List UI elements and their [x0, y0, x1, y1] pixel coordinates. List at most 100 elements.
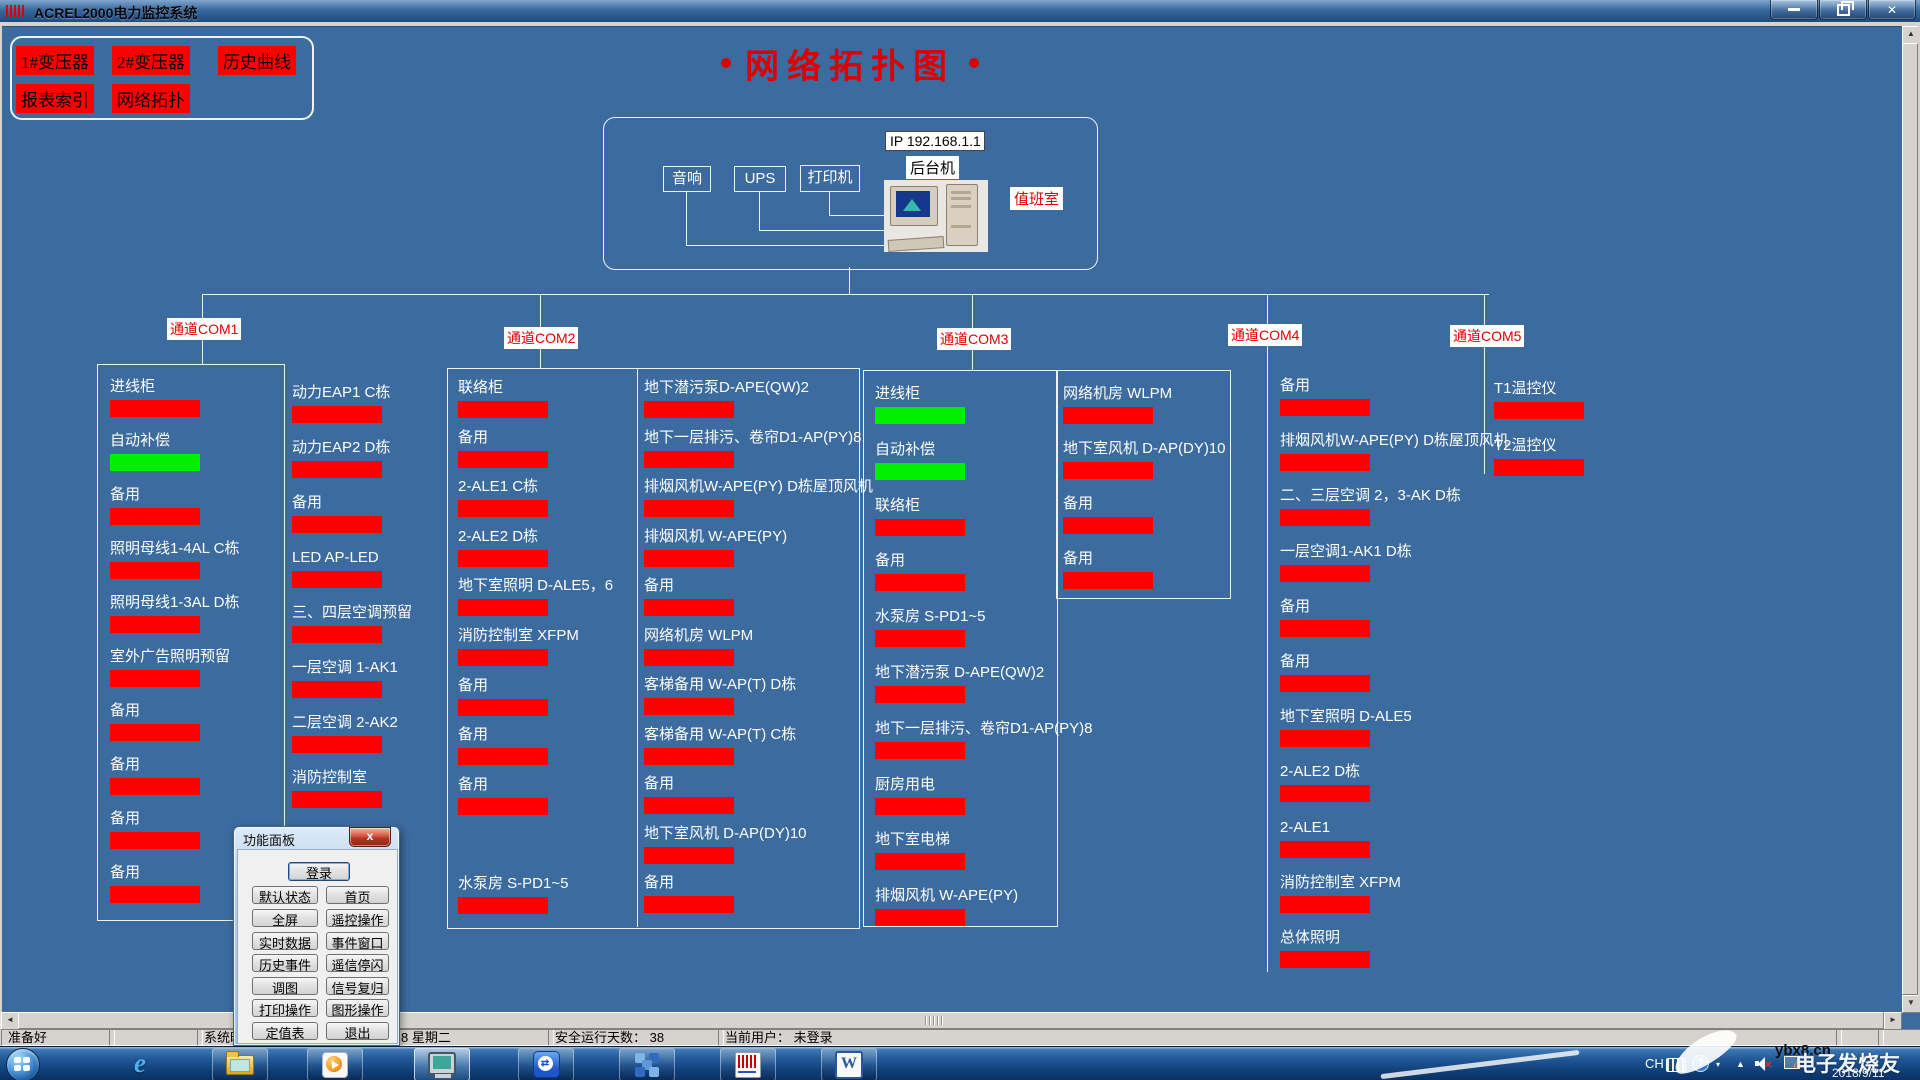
device-item: 备用	[110, 486, 370, 525]
taskbar-squares-app-button[interactable]	[619, 1048, 675, 1080]
device-label: 备用	[458, 677, 489, 694]
status-indicator-green	[875, 463, 965, 480]
scroll-left-button[interactable]: ◄	[1, 1012, 19, 1030]
page-title: 网络拓扑图	[690, 40, 1010, 86]
tower-icon	[946, 184, 978, 246]
device-label: 三、四层空调预留	[292, 604, 413, 621]
vertical-scroll-thumb[interactable]	[1902, 43, 1918, 995]
status-indicator-red	[292, 406, 382, 423]
nav-history-curve-button[interactable]: 历史曲线	[218, 46, 296, 75]
device-item: 地下室风机 D-AP(DY)10	[1063, 440, 1323, 479]
minimize-icon	[1788, 8, 1800, 11]
login-button[interactable]: 登录	[288, 862, 350, 881]
status-indicator-red	[458, 649, 548, 666]
device-label: 备用	[110, 810, 141, 827]
input-language-indicator[interactable]: CH	[1645, 1056, 1664, 1071]
status-indicator-red	[875, 686, 965, 703]
status-indicator-red	[110, 886, 200, 903]
device-item: LED AP-LED	[292, 549, 552, 588]
dialog-button-4-0[interactable]: 调图	[252, 977, 318, 995]
device-item: 备用	[458, 726, 718, 765]
device-label: 备用	[1280, 598, 1311, 615]
close-icon: x	[366, 829, 374, 843]
device-item: 备用	[1280, 653, 1540, 692]
horizontal-scroll-thumb[interactable]	[18, 1012, 1884, 1029]
status-indicator-red	[875, 909, 965, 926]
nav-report-index-button[interactable]: 报表索引	[16, 84, 94, 113]
network-status-icon[interactable]	[1784, 1056, 1800, 1069]
device-item: 排烟风机 W-APE(PY)	[644, 528, 904, 567]
close-button[interactable]: ✕	[1868, 0, 1916, 20]
status-indicator-red	[458, 897, 548, 914]
com5-drop-line	[1484, 294, 1485, 474]
device-item: 备用	[458, 429, 718, 468]
nav-transformer1-button[interactable]: 1#变压器	[16, 46, 94, 75]
status-indicator-red	[458, 798, 548, 815]
nav-panel	[10, 36, 314, 120]
ups-node: UPS	[734, 166, 786, 192]
dialog-button-0-0[interactable]: 默认状态	[252, 886, 318, 904]
status-indicator-red	[1280, 454, 1370, 471]
taskbar-acrel-app-button[interactable]	[414, 1048, 470, 1080]
device-label: 地下潜污泵 D-APE(QW)2	[875, 664, 1045, 681]
device-label: 备用	[1063, 495, 1094, 512]
status-indicator-red	[292, 791, 382, 808]
minimize-button[interactable]	[1770, 0, 1818, 20]
dialog-button-3-0[interactable]: 历史事件	[252, 954, 318, 972]
dialog-button-2-1[interactable]: 事件窗口	[326, 932, 389, 950]
dialog-button-2-0[interactable]: 实时数据	[252, 932, 318, 950]
dialog-button-6-1[interactable]: 退出	[326, 1022, 389, 1040]
status-current-user: 当前用户： 未登录	[718, 1029, 1842, 1046]
scroll-right-button[interactable]: ►	[1884, 1012, 1902, 1030]
dialog-button-4-1[interactable]: 信号复归	[326, 977, 389, 995]
volume-muted-icon[interactable]: ✕	[1755, 1057, 1772, 1071]
dialog-close-button[interactable]: x	[349, 827, 391, 847]
device-label: 地下室照明 D-ALE5，6	[458, 577, 614, 594]
taskbar-teamviewer-button[interactable]: ⇄	[518, 1048, 574, 1080]
dialog-button-3-1[interactable]: 遥信停闪	[326, 954, 389, 972]
dialog-button-1-1[interactable]: 遥控操作	[326, 909, 389, 927]
device-label: 2-ALE1	[1280, 819, 1331, 836]
dialog-button-5-1[interactable]: 图形操作	[326, 999, 389, 1017]
device-item: 厨房用电	[875, 776, 1135, 815]
speaker-node: 音响	[663, 166, 711, 192]
status-indicator-red	[1280, 896, 1370, 913]
teamviewer-icon: ⇄	[532, 1051, 560, 1078]
dialog-button-5-0[interactable]: 打印操作	[252, 999, 318, 1017]
channel-com2-label: 通道COM2	[504, 327, 579, 349]
status-indicator-red	[110, 508, 200, 525]
dialog-button-0-1[interactable]: 首页	[326, 886, 389, 904]
taskbar-barcode-app-button[interactable]	[720, 1048, 776, 1080]
status-indicator-red	[1063, 407, 1153, 424]
dialog-button-1-0[interactable]: 全屏	[252, 909, 318, 927]
status-indicator-green	[110, 454, 200, 471]
status-indicator-red	[458, 748, 548, 765]
dialog-button-6-0[interactable]: 定值表	[252, 1022, 318, 1040]
device-item: 地下室风机 D-AP(DY)10	[644, 825, 904, 864]
nav-network-topology-button[interactable]: 网络拓扑	[112, 84, 190, 113]
status-indicator-red	[292, 516, 382, 533]
taskbar-media-player-button[interactable]	[307, 1048, 363, 1080]
taskbar-word-button[interactable]: W	[821, 1048, 877, 1080]
status-indicator-red	[110, 778, 200, 795]
status-indicator-red	[644, 649, 734, 666]
device-label: 地下潜污泵D-APE(QW)2	[644, 379, 810, 396]
status-indicator-red	[110, 832, 200, 849]
device-item: 消防控制室 XFPM	[1280, 874, 1540, 913]
device-item: 地下一层排污、卷帘D1-AP(PY)8	[644, 429, 904, 468]
restore-button[interactable]	[1819, 0, 1867, 20]
nav-transformer2-button[interactable]: 2#变压器	[112, 46, 190, 75]
status-time-suffix: 8 星期二	[401, 1030, 451, 1045]
status-indicator-red	[1280, 399, 1370, 416]
status-indicator-red	[1280, 509, 1370, 526]
tray-options-icon[interactable]: ▾	[1716, 1060, 1721, 1069]
help-tray-icon[interactable]: ?	[1692, 1055, 1709, 1072]
show-hidden-icons-button[interactable]: ▲	[1736, 1059, 1745, 1069]
start-button[interactable]	[6, 1048, 40, 1080]
scroll-down-button[interactable]: ▼	[1902, 995, 1920, 1013]
device-item: 水泵房 S-PD1~5	[875, 608, 1135, 647]
keyboard-layout-icon[interactable]	[1666, 1058, 1686, 1072]
title-dot-icon	[721, 58, 731, 68]
taskbar-ie-button[interactable]: e	[118, 1048, 162, 1079]
taskbar-explorer-button[interactable]	[212, 1048, 268, 1080]
